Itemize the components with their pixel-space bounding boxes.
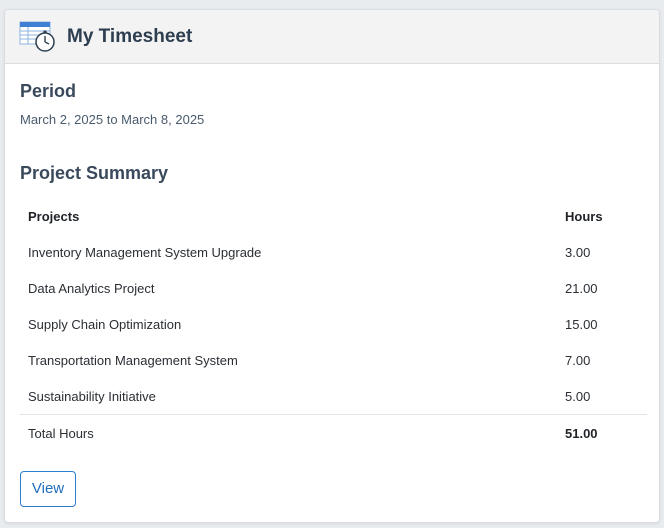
column-header-hours: Hours	[565, 208, 603, 224]
period-heading: Period	[20, 81, 77, 101]
project-name: Supply Chain Optimization	[28, 316, 182, 332]
project-name: Data Analytics Project	[28, 280, 155, 296]
project-name: Transportation Management System	[28, 352, 238, 368]
project-hours: 15.00	[565, 316, 598, 332]
page-title: My Timesheet	[67, 25, 193, 47]
project-name: Inventory Management System Upgrade	[28, 244, 262, 260]
timesheet-card: My Timesheet Period March 2, 2025 to Mar…	[4, 9, 660, 523]
card-header: My Timesheet	[5, 10, 659, 64]
table-row: Transportation Management System 7.00	[20, 342, 647, 378]
total-label: Total Hours	[20, 414, 557, 451]
column-header-projects: Projects	[28, 208, 80, 224]
table-row: Sustainability Initiative 5.00	[20, 378, 647, 415]
project-summary-table: Projects Hours Inventory Management Syst…	[20, 198, 647, 451]
project-summary-heading: Project Summary	[20, 163, 169, 183]
project-hours: 21.00	[565, 280, 598, 296]
project-hours: 3.00	[565, 244, 591, 260]
project-hours: 5.00	[565, 388, 591, 404]
period-range: March 2, 2025 to March 8, 2025	[20, 112, 205, 127]
timesheet-stopwatch-icon	[19, 21, 55, 52]
view-button[interactable]: View	[20, 471, 76, 507]
table-row: Supply Chain Optimization 15.00	[20, 306, 647, 342]
table-header-row: Projects Hours	[20, 198, 647, 234]
card-body: Period March 2, 2025 to March 8, 2025 Pr…	[5, 64, 659, 507]
total-value: 51.00	[557, 414, 647, 451]
table-row: Data Analytics Project 21.00	[20, 270, 647, 306]
project-name: Sustainability Initiative	[28, 388, 156, 404]
total-row: Total Hours 51.00	[20, 414, 647, 451]
table-row: Inventory Management System Upgrade 3.00	[20, 234, 647, 270]
project-hours: 7.00	[565, 352, 591, 368]
